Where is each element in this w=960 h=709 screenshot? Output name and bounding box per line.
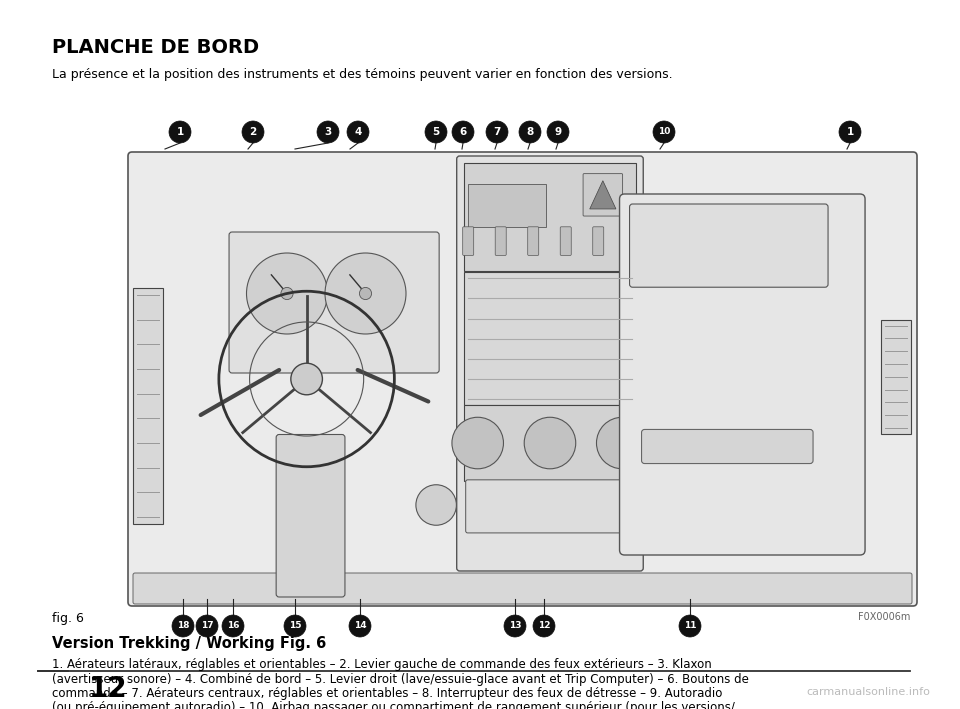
FancyBboxPatch shape <box>495 227 506 255</box>
Text: 6: 6 <box>460 127 467 137</box>
FancyBboxPatch shape <box>457 156 643 571</box>
Text: 13: 13 <box>509 622 521 630</box>
Text: 2: 2 <box>250 127 256 137</box>
Circle shape <box>284 615 306 637</box>
Text: carmanualsonline.info: carmanualsonline.info <box>806 687 930 697</box>
Polygon shape <box>589 181 616 209</box>
FancyBboxPatch shape <box>592 227 604 255</box>
Text: 14: 14 <box>353 622 367 630</box>
Text: (avertisseur sonore) – 4. Combiné de bord – 5. Levier droit (lave/essuie-glace a: (avertisseur sonore) – 4. Combiné de bor… <box>52 673 749 686</box>
FancyBboxPatch shape <box>466 480 635 533</box>
Circle shape <box>242 121 264 143</box>
Text: 8: 8 <box>526 127 534 137</box>
Text: 17: 17 <box>201 622 213 630</box>
Text: 4: 4 <box>354 127 362 137</box>
Text: fig. 6: fig. 6 <box>52 612 84 625</box>
FancyBboxPatch shape <box>583 174 623 216</box>
Text: 18: 18 <box>177 622 189 630</box>
Circle shape <box>533 615 555 637</box>
Circle shape <box>504 615 526 637</box>
FancyBboxPatch shape <box>276 435 345 597</box>
Text: F0X0006m: F0X0006m <box>857 612 910 622</box>
Circle shape <box>519 121 541 143</box>
Text: commande – 7. Aérateurs centraux, réglables et orientables – 8. Interrupteur des: commande – 7. Aérateurs centraux, réglab… <box>52 687 722 700</box>
Text: 1. Aérateurs latéraux, réglables et orientables – 2. Levier gauche de commande d: 1. Aérateurs latéraux, réglables et orie… <box>52 658 711 671</box>
Text: 10: 10 <box>658 128 670 137</box>
FancyBboxPatch shape <box>464 406 636 481</box>
Text: 5: 5 <box>432 127 440 137</box>
Circle shape <box>347 121 369 143</box>
Text: 12: 12 <box>538 622 550 630</box>
Circle shape <box>486 121 508 143</box>
Circle shape <box>222 615 244 637</box>
Text: 11: 11 <box>684 622 696 630</box>
Circle shape <box>452 121 474 143</box>
FancyBboxPatch shape <box>229 232 439 373</box>
Text: 15: 15 <box>289 622 301 630</box>
Circle shape <box>325 253 406 334</box>
Text: Version Trekking / Working Fig. 6: Version Trekking / Working Fig. 6 <box>52 636 326 651</box>
Circle shape <box>172 615 194 637</box>
FancyBboxPatch shape <box>528 227 539 255</box>
FancyBboxPatch shape <box>133 573 912 604</box>
FancyBboxPatch shape <box>463 227 473 255</box>
FancyBboxPatch shape <box>625 227 636 255</box>
Circle shape <box>349 615 371 637</box>
FancyBboxPatch shape <box>619 194 865 555</box>
Circle shape <box>291 363 323 395</box>
Circle shape <box>679 615 701 637</box>
Text: La présence et la position des instruments et des témoins peuvent varier en fonc: La présence et la position des instrumen… <box>52 68 673 81</box>
Circle shape <box>547 121 569 143</box>
FancyBboxPatch shape <box>464 163 636 272</box>
Circle shape <box>452 418 503 469</box>
FancyBboxPatch shape <box>464 272 636 406</box>
FancyBboxPatch shape <box>641 430 813 464</box>
Circle shape <box>317 121 339 143</box>
Text: (ou pré-équipement autoradio) – 10. Airbag passager ou compartiment de rangement: (ou pré-équipement autoradio) – 10. Airb… <box>52 701 734 709</box>
FancyBboxPatch shape <box>468 184 546 227</box>
Circle shape <box>425 121 447 143</box>
Text: 1: 1 <box>177 127 183 137</box>
Circle shape <box>169 121 191 143</box>
Text: 3: 3 <box>324 127 331 137</box>
Text: PLANCHE DE BORD: PLANCHE DE BORD <box>52 38 259 57</box>
Circle shape <box>281 287 293 300</box>
Circle shape <box>196 615 218 637</box>
FancyBboxPatch shape <box>128 152 917 606</box>
Circle shape <box>416 485 456 525</box>
FancyBboxPatch shape <box>630 204 828 287</box>
Text: 1: 1 <box>847 127 853 137</box>
Text: 12: 12 <box>88 675 128 703</box>
Circle shape <box>839 121 861 143</box>
Text: 16: 16 <box>227 622 239 630</box>
Circle shape <box>596 418 648 469</box>
Circle shape <box>653 121 675 143</box>
Circle shape <box>359 287 372 300</box>
Circle shape <box>524 418 576 469</box>
Text: 9: 9 <box>555 127 562 137</box>
FancyBboxPatch shape <box>133 288 163 524</box>
FancyBboxPatch shape <box>561 227 571 255</box>
FancyBboxPatch shape <box>881 320 911 434</box>
Circle shape <box>247 253 327 334</box>
Text: 7: 7 <box>493 127 501 137</box>
